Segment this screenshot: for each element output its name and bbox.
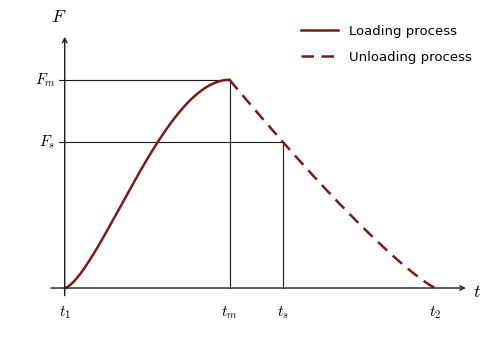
Text: $F$: $F$ bbox=[51, 8, 66, 26]
Text: $t_m$: $t_m$ bbox=[221, 305, 238, 321]
Text: $t_1$: $t_1$ bbox=[58, 305, 71, 321]
Text: $F_m$: $F_m$ bbox=[35, 71, 56, 88]
Text: $t_s$: $t_s$ bbox=[277, 305, 289, 321]
Text: $t_2$: $t_2$ bbox=[430, 305, 442, 321]
Text: $t$: $t$ bbox=[472, 283, 480, 301]
Text: $F_s$: $F_s$ bbox=[40, 134, 56, 151]
Legend: Loading process, Unloading process: Loading process, Unloading process bbox=[295, 18, 478, 70]
